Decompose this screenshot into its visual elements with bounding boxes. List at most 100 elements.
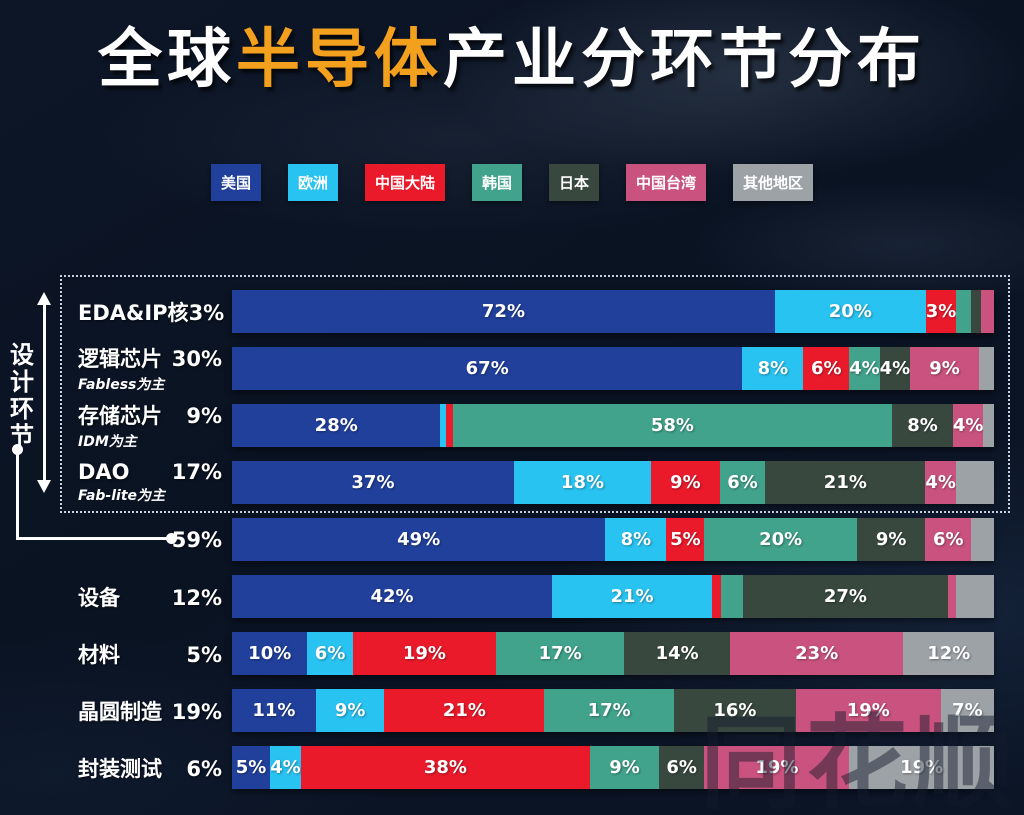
row-name: 存储芯片 [78, 404, 162, 428]
title-suffix: 产业分环节分布 [443, 23, 926, 97]
bar-segment-japan: 16% [673, 689, 796, 732]
bar-segment-taiwan [981, 290, 994, 333]
bar-segment-other [983, 404, 995, 447]
bar-segment-korea: 17% [544, 689, 674, 732]
connector-horizontal-line [16, 537, 171, 540]
bar-segment-korea: 9% [590, 746, 659, 789]
double-arrow-down-icon [37, 480, 51, 493]
row-share-value: 17% [171, 460, 222, 484]
bar-segment-china [712, 575, 722, 618]
bar-segment-japan: 6% [658, 746, 705, 789]
row-share-value: 59% [171, 527, 222, 552]
row-share-value: 5% [186, 642, 222, 667]
chart-row: 封装测试 6% 5% 4% 38% 9% 6% 19% 19% [0, 739, 1024, 796]
legend-chip-europe: 欧洲 [287, 164, 338, 201]
row-label: DAO 17% Fab-lite为主 [78, 460, 222, 505]
stacked-bar: 10% 6% 19% 17% 14% 23% 12% [232, 632, 994, 675]
bar-segment-usa: 10% [232, 632, 308, 675]
bar-segment-japan: 14% [624, 632, 730, 675]
bar-segment-china: 9% [651, 461, 720, 504]
chart-rows: EDA&IP核 3% 72% 20% 3% 逻辑芯片 30% Fabless为主 67% 8% 6%… [0, 283, 1024, 796]
bar-segment-china: 19% [352, 632, 497, 675]
legend-chip-usa: 美国 [210, 164, 261, 201]
bar-segment-japan [971, 290, 982, 333]
row-name: 晶圆制造 [78, 699, 162, 724]
bar-segment-taiwan: 4% [925, 461, 956, 504]
bar-segment-korea [721, 575, 743, 618]
bar-segment-usa: 28% [232, 404, 441, 447]
bar-segment-korea: 4% [849, 347, 880, 390]
row-name: DAO [78, 460, 130, 484]
bar-segment-japan: 8% [892, 404, 953, 447]
chart-row: DAO 17% Fab-lite为主 37% 18% 9% 6% 21% 4% [0, 454, 1024, 511]
double-arrow-line [43, 303, 46, 481]
row-label: EDA&IP核 3% [78, 297, 224, 327]
bar-segment-europe [440, 404, 446, 447]
bar-segment-europe: 9% [315, 689, 385, 732]
row-share-value: 12% [171, 585, 222, 610]
bar-segment-taiwan: 19% [795, 689, 941, 732]
bar-segment-china [445, 404, 453, 447]
bar-segment-korea: 6% [719, 461, 766, 504]
stacked-bar: 28% 58% 8% 4% [232, 404, 995, 447]
row-label: 材料 5% [78, 639, 222, 669]
row-label: 59% [78, 528, 222, 552]
bar-segment-china: 5% [666, 518, 705, 561]
design-section-dotted-box [60, 275, 1010, 513]
bar-segment-other: 12% [903, 632, 994, 675]
bar-segment-usa: 72% [232, 290, 775, 333]
bar-segment-usa: 37% [232, 461, 514, 504]
chart-row: 59% 49% 8% 5% 20% 9% 6% [0, 511, 1024, 568]
bar-segment-korea: 58% [452, 404, 893, 447]
page-title: 全球半导体产业分环节分布 [0, 8, 1024, 100]
bar-segment-other: 7% [940, 689, 994, 732]
legend-chip-taiwan: 中国台湾 [626, 164, 707, 201]
row-name: 逻辑芯片 [78, 347, 162, 371]
bar-segment-other [955, 461, 994, 504]
bar-segment-korea: 20% [704, 518, 857, 561]
bar-segment-taiwan: 9% [910, 347, 979, 390]
row-label: 逻辑芯片 30% Fabless为主 [78, 343, 222, 394]
row-share-value: 30% [171, 347, 222, 371]
title-highlight: 半导体 [236, 23, 443, 97]
bar-segment-europe: 8% [605, 518, 667, 561]
bar-segment-europe: 18% [513, 461, 652, 504]
bar-segment-other [955, 575, 994, 618]
row-name: EDA&IP核 [78, 300, 189, 325]
bar-segment-taiwan: 19% [704, 746, 850, 789]
bar-segment-korea: 17% [496, 632, 625, 675]
bar-segment-taiwan: 6% [925, 518, 972, 561]
stacked-bar: 11% 9% 21% 17% 16% 19% 7% [232, 689, 994, 732]
row-share-value: 6% [186, 756, 222, 781]
row-share-value: 19% [171, 699, 222, 724]
bar-segment-europe: 6% [307, 632, 353, 675]
stacked-bar: 5% 4% 38% 9% 6% 19% 19% [232, 746, 995, 789]
bar-segment-korea [956, 290, 972, 333]
chart-row: 材料 5% 10% 6% 19% 17% 14% 23% 12% [0, 625, 1024, 682]
row-name: 封装测试 [78, 756, 162, 781]
bar-segment-europe: 21% [552, 575, 713, 618]
bar-segment-other [971, 518, 994, 561]
bar-segment-taiwan: 23% [729, 632, 904, 675]
legend-chip-china: 中国大陆 [364, 164, 445, 201]
bar-segment-china: 3% [925, 290, 957, 333]
bar-segment-other: 19% [849, 746, 995, 789]
stacked-bar: 37% 18% 9% 6% 21% 4% [232, 461, 994, 504]
legend: 美国 欧洲 中国大陆 韩国 日本 中国台湾 其他地区 [0, 164, 1024, 201]
chart-row: 设备 12% 42% 21% 27% [0, 568, 1024, 625]
legend-chip-japan: 日本 [549, 164, 600, 201]
stacked-bar: 42% 21% 27% [232, 575, 994, 618]
chart-row: 逻辑芯片 30% Fabless为主 67% 8% 6% 4% 4% 9% [0, 340, 1024, 397]
bar-segment-usa: 11% [232, 689, 316, 732]
stacked-bar: 49% 8% 5% 20% 9% 6% [232, 518, 994, 561]
bar-segment-japan: 9% [856, 518, 926, 561]
bar-segment-taiwan: 4% [952, 404, 984, 447]
row-name: 设备 [78, 585, 120, 610]
bar-segment-china: 6% [803, 347, 850, 390]
connector-vertical-line [16, 449, 19, 539]
chart-row: 存储芯片 9% IDM为主 28% 58% 8% 4% [0, 397, 1024, 454]
design-section-label: 设计环节 [10, 341, 34, 450]
bar-segment-japan: 4% [879, 347, 911, 390]
row-subtitle: Fabless为主 [78, 377, 165, 393]
